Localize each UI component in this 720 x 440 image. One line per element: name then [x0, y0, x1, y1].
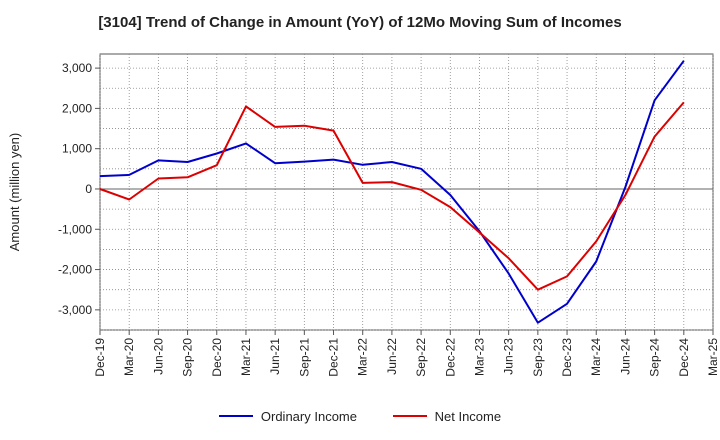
x-axis-ticks: Dec-19 Mar-20 Jun-20 Sep-20 Dec-20 Mar-21 Jun-… — [93, 330, 720, 377]
x-tick-label: Jun-22 — [385, 338, 399, 375]
x-tick-label: Sep-20 — [181, 338, 195, 377]
series-lines — [99, 60, 685, 324]
series-line-net-income — [99, 101, 685, 291]
series-line-ordinary-income — [99, 60, 685, 324]
grid-lines — [99, 54, 714, 331]
y-tick-label: 3,000 — [62, 61, 92, 75]
y-tick-label: -1,000 — [58, 222, 92, 236]
y-tick-label: -3,000 — [58, 303, 92, 317]
x-tick-label: Mar-22 — [356, 338, 370, 376]
x-tick-label: Dec-24 — [677, 338, 691, 377]
x-tick-label: Mar-24 — [589, 338, 603, 376]
x-tick-label: Dec-20 — [210, 338, 224, 377]
legend-label-ordinary-income: Ordinary Income — [260, 408, 357, 424]
legend-swatch-ordinary-income — [218, 415, 253, 417]
x-tick-label: Mar-23 — [472, 338, 486, 376]
legend-label-net-income: Net Income — [434, 408, 502, 424]
y-tick-label: 0 — [85, 182, 92, 196]
plot-area — [99, 53, 714, 331]
x-tick-label: Sep-24 — [648, 338, 662, 377]
legend-item-ordinary-income: Ordinary Income — [218, 408, 357, 424]
legend: Ordinary Income Net Income — [0, 405, 720, 424]
y-axis-ticks: 3,000 2,000 1,000 0 -1,000 -2,000 -3,000 — [58, 61, 100, 317]
x-tick-label: Mar-25 — [706, 338, 720, 376]
chart-title: [3104] Trend of Change in Amount (YoY) o… — [98, 14, 622, 31]
legend-item-net-income: Net Income — [392, 408, 502, 424]
x-tick-label: Sep-22 — [414, 338, 428, 377]
legend-swatch-net-income — [392, 415, 427, 417]
x-tick-label: Jun-23 — [502, 338, 516, 375]
x-tick-label: Sep-21 — [297, 338, 311, 377]
y-axis-label: Amount (million yen) — [7, 133, 22, 252]
x-tick-label: Dec-23 — [560, 338, 574, 377]
x-tick-label: Mar-20 — [122, 338, 136, 376]
x-tick-label: Dec-21 — [327, 338, 341, 377]
y-tick-label: 2,000 — [62, 101, 92, 115]
y-tick-label: -2,000 — [58, 263, 92, 277]
x-tick-label: Jun-20 — [151, 338, 165, 375]
x-tick-label: Jun-21 — [268, 338, 282, 375]
x-tick-label: Dec-19 — [93, 338, 107, 377]
x-tick-label: Dec-22 — [443, 338, 457, 377]
x-tick-label: Mar-21 — [239, 338, 253, 376]
x-tick-label: Jun-24 — [618, 338, 632, 375]
y-tick-label: 1,000 — [62, 142, 92, 156]
x-tick-label: Sep-23 — [531, 338, 545, 377]
